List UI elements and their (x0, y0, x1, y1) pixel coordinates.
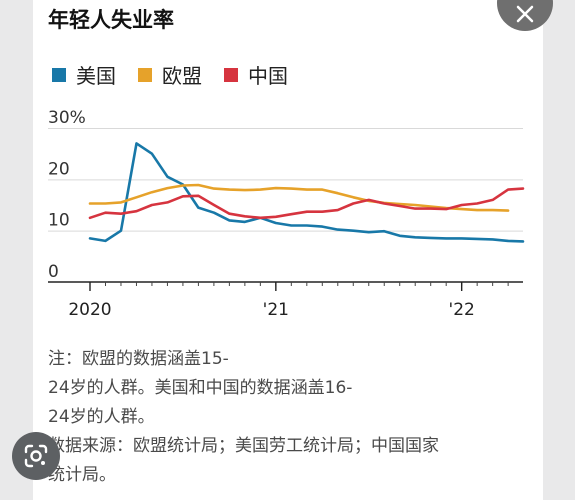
legend-item-us: 美国 (52, 60, 116, 89)
google-lens-icon (24, 444, 48, 468)
close-icon (516, 5, 534, 23)
note-line: 24岁的人群。 (48, 407, 155, 427)
chart-card (33, 0, 543, 500)
line-chart: 30% 20 10 0 2020 '21 '22 (48, 108, 525, 320)
chart-notes: 注：欧盟的数据涵盖15- 24岁的人群。美国和中国的数据涵盖16- 24岁的人群… (48, 345, 538, 490)
source-line: 数据来源：欧盟统计局；美国劳工统计局；中国国家 (48, 436, 439, 456)
note-line: 注：欧盟的数据涵盖15- (48, 349, 229, 369)
y-tick-label: 10 (48, 211, 70, 231)
legend-label-us: 美国 (76, 64, 116, 88)
y-tick-label: 0 (48, 262, 59, 282)
legend-swatch-china (224, 67, 238, 82)
y-tick-label: 30% (48, 108, 86, 128)
legend-label-eu: 欧盟 (162, 64, 202, 88)
legend-swatch-us (52, 67, 66, 82)
legend-swatch-eu (138, 67, 152, 82)
legend-label-china: 中国 (248, 64, 288, 88)
chart-grid (48, 128, 523, 232)
x-tick-label: 2020 (68, 300, 111, 320)
chart-legend: 美国 欧盟 中国 (52, 60, 310, 89)
series-line-china (88, 187, 525, 220)
series-line-us (88, 142, 525, 243)
note-line: 24岁的人群。美国和中国的数据涵盖16- (48, 378, 353, 398)
legend-item-eu: 欧盟 (138, 60, 202, 89)
chart-series (88, 142, 525, 243)
y-tick-label: 20 (48, 159, 70, 179)
source-line: 统计局。 (48, 465, 116, 485)
y-axis-labels: 30% 20 10 0 (48, 108, 86, 282)
x-axis: 2020 '21 '22 (48, 281, 523, 320)
series-line-eu (88, 183, 510, 212)
chart-title: 年轻人失业率 (48, 8, 174, 32)
x-tick-label: '21 (263, 300, 289, 320)
x-tick-label: '22 (449, 300, 475, 320)
google-lens-button[interactable] (12, 432, 60, 480)
legend-item-china: 中国 (224, 60, 288, 89)
